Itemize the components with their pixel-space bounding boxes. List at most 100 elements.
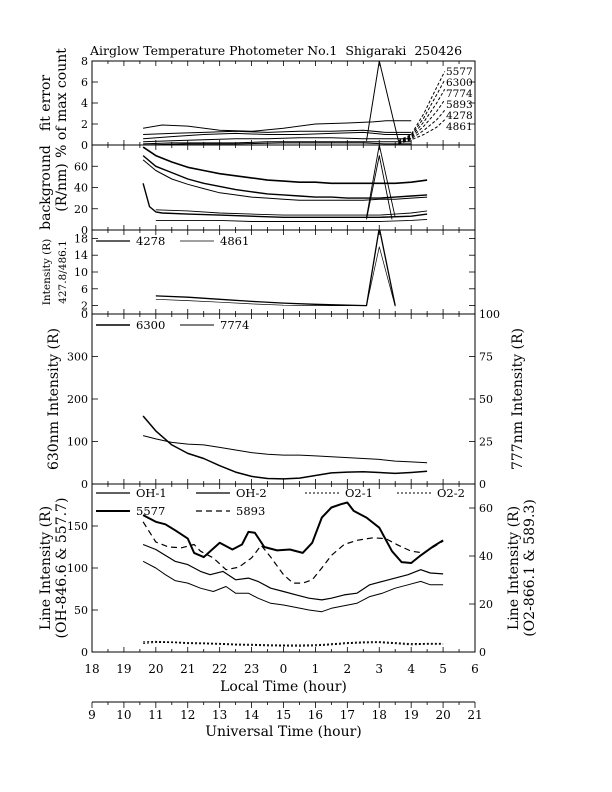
series-line	[142, 159, 428, 201]
legend-label-4861: 4861	[446, 121, 473, 133]
legend-label-O2-2: O2-2	[437, 486, 465, 500]
local-time-tick-label: 0	[280, 662, 288, 676]
y-axis-sublabel: (OH-846.6 & 557.7)	[54, 498, 70, 639]
series-line	[155, 209, 428, 216]
y-axis-label: Line Intensity (R)	[38, 506, 54, 630]
y-tick-label: 2	[81, 118, 88, 131]
series-line-6300	[143, 129, 412, 135]
series-line	[366, 145, 396, 218]
legend-label-7774: 7774	[220, 318, 249, 332]
local-time-tick-label: 21	[180, 662, 195, 676]
legend-label-OH-1: OH-1	[136, 486, 167, 500]
series-line-4861	[143, 142, 412, 145]
legend-label-4861: 4861	[220, 234, 249, 248]
series-line	[142, 183, 428, 218]
y-tick-label: 6	[81, 76, 88, 89]
local-time-tick-label: 23	[244, 662, 259, 676]
ut-tick-label: 9	[88, 708, 96, 722]
ut-tick-label: 11	[148, 708, 163, 722]
legend-label-5893: 5893	[236, 504, 265, 518]
legend-label-6300: 6300	[136, 318, 165, 332]
y2-axis-label: Line Intensity (R)	[506, 506, 522, 630]
y2-tick-label: 40	[479, 550, 493, 563]
legend-label-4278: 4278	[446, 110, 473, 122]
local-time-tick-label: 20	[148, 662, 163, 676]
panel-intensity-630-777: 0 100 200 300 0 25 50 75 100 630nm Intensity (R) 7…	[46, 308, 526, 491]
local-time-tick-label: 4	[407, 662, 415, 676]
series-group	[142, 501, 444, 647]
local-time-tick-label: 3	[375, 662, 383, 676]
series-line	[366, 155, 393, 220]
y-axis-sublabel: % of max count	[54, 48, 70, 158]
y-tick-label: 4	[81, 97, 88, 110]
y2-tick-label: 0	[479, 646, 486, 659]
y2-axis-label: 777nm Intensity (R)	[510, 328, 526, 470]
series-line-7774	[142, 435, 428, 464]
panel-background: 0 20 40 60 background (R/nm)	[38, 144, 476, 237]
y2-axis-sublabel: (O2-866.1 & 589.3)	[522, 499, 538, 637]
y-tick-label: 0	[81, 646, 88, 659]
y2-tick-label: 0	[479, 478, 486, 491]
y-axis-label: background	[38, 145, 54, 230]
y-tick-label: 0	[81, 308, 88, 321]
series-line-4278	[143, 141, 412, 145]
series-line-5577	[143, 120, 412, 132]
panel-intensity-4278: 02 6 10 14 18 Intensity (R) 427.8/486.1 4278 486…	[41, 229, 476, 321]
y-tick-label: 60	[74, 160, 88, 173]
local-time-tick-label: 6	[471, 662, 479, 676]
legend-label-5893: 5893	[446, 99, 473, 111]
ut-tick-label: 21	[467, 708, 482, 722]
series-line	[398, 119, 446, 145]
y-axis-label: 630nm Intensity (R)	[46, 328, 62, 470]
y-tick-label: 50	[74, 604, 88, 617]
y-tick-label: 150	[67, 520, 88, 533]
legend-label-O2-1: O2-1	[345, 486, 373, 500]
series-line-O2-2	[143, 640, 444, 646]
y-axis-label: fit error	[38, 75, 54, 132]
series-line-6300	[142, 415, 428, 480]
local-time-tick-label: 5	[439, 662, 447, 676]
series-line	[398, 89, 446, 144]
y-axis-sublabel: 427.8/486.1	[57, 240, 69, 304]
local-time-tick-label: 1	[312, 662, 320, 676]
y-tick-label: 100	[67, 436, 88, 449]
y-tick-label: 0	[81, 139, 88, 152]
y2-tick-label: 20	[479, 598, 493, 611]
legend-label-4278: 4278	[136, 234, 165, 248]
y-tick-label: 10	[74, 266, 88, 279]
y-tick-label: 200	[67, 393, 88, 406]
ut-tick-label: 15	[276, 708, 291, 722]
series-line-OH-2	[142, 560, 444, 613]
ut-tick-label: 16	[308, 708, 323, 722]
y-tick-label: 2	[81, 300, 88, 313]
ut-tick-label: 19	[404, 708, 419, 722]
local-time-tick-label: 2	[344, 662, 352, 676]
ut-tick-label: 20	[435, 708, 450, 722]
legend-label-OH-2: OH-2	[236, 486, 267, 500]
y2-tick-label: 60	[479, 502, 493, 515]
y-axis-label: Intensity (R)	[41, 239, 53, 305]
legend-label-5577: 5577	[136, 504, 165, 518]
y2-tick-label: 25	[479, 436, 493, 449]
panel-frame	[91, 313, 476, 485]
local-time-tick-label: 19	[116, 662, 131, 676]
ut-axis-label: Universal Time (hour)	[205, 724, 362, 740]
series-group	[155, 230, 396, 307]
y-tick-label: 14	[74, 249, 88, 262]
y-tick-label: 18	[74, 232, 88, 245]
y-tick-label: 300	[67, 351, 88, 364]
series-line-5893	[142, 521, 444, 584]
local-time-tick-label: 18	[84, 662, 99, 676]
series-line-O2-1	[143, 641, 444, 647]
local-time-axis-label: Local Time (hour)	[220, 679, 347, 695]
series-line	[142, 146, 428, 185]
ut-tick-label: 10	[116, 708, 131, 722]
legend-label-5577: 5577	[446, 66, 473, 78]
series-line-7774	[143, 131, 412, 140]
ut-tick-label: 14	[244, 708, 260, 722]
y-tick-label: 40	[74, 182, 88, 195]
